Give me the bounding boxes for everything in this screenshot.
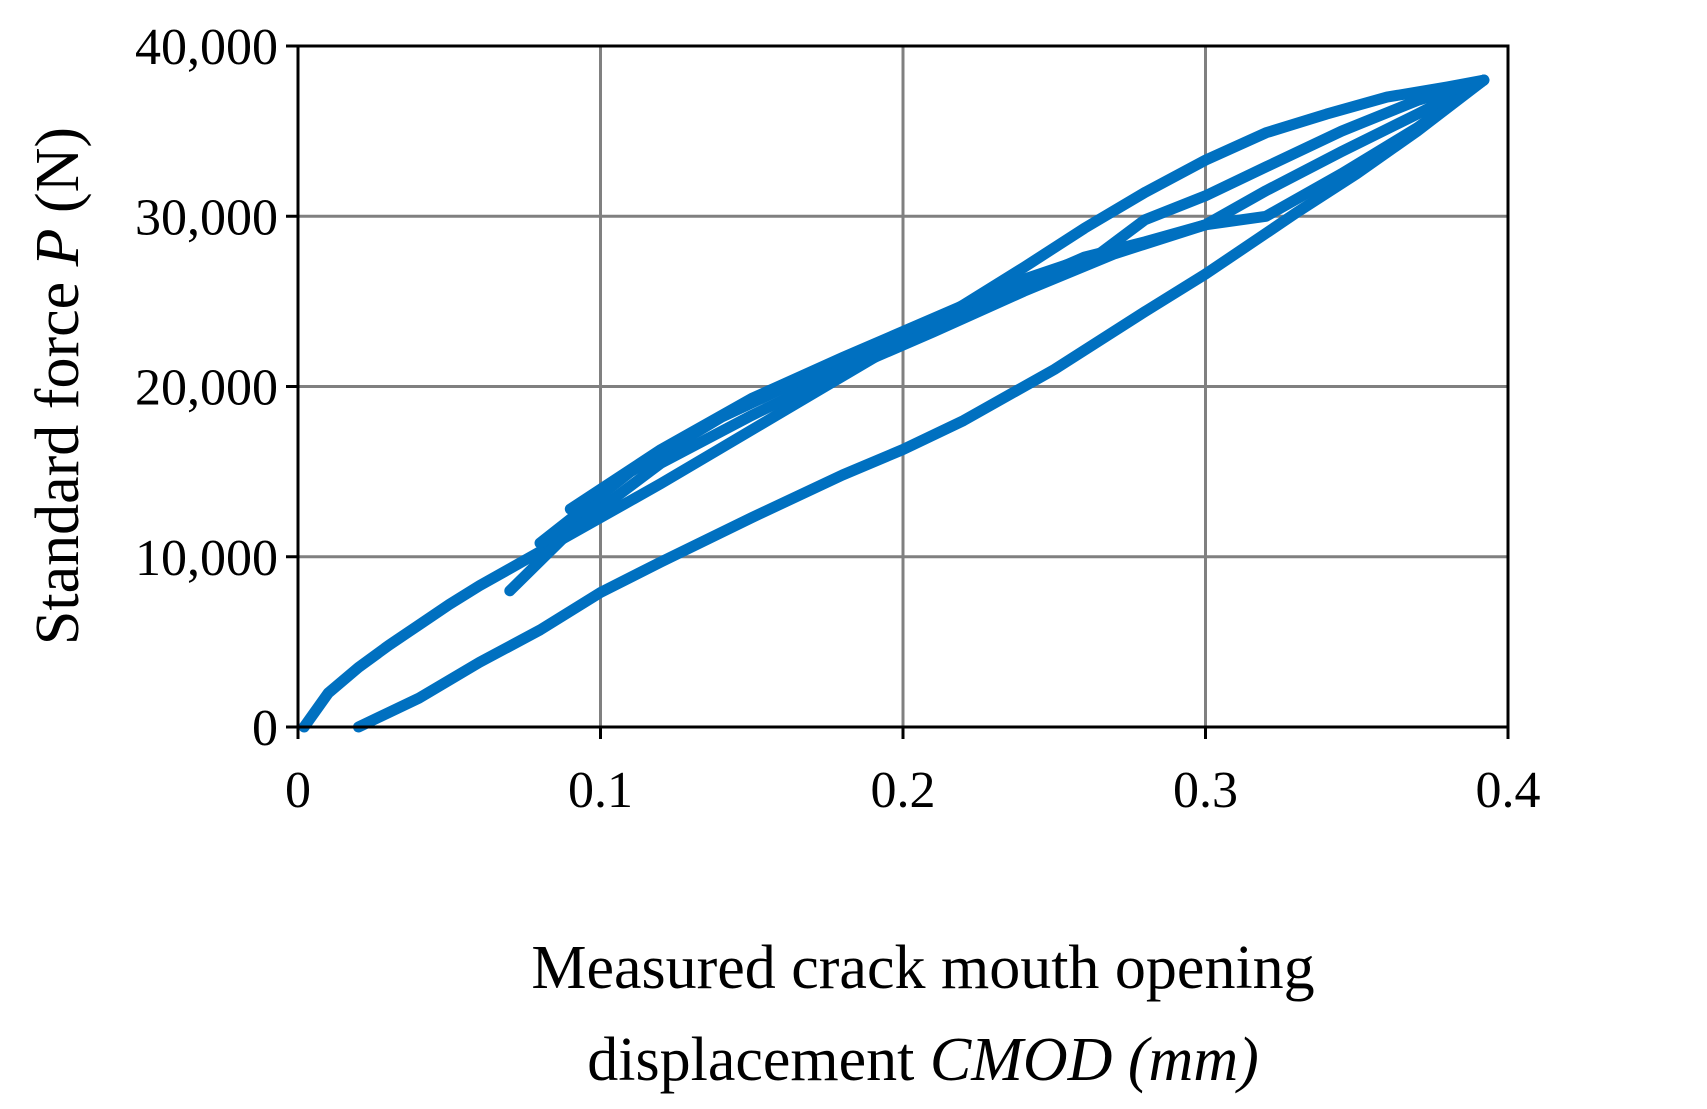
series-layer [298,74,1490,733]
y-axis-title-suffix: (N) [24,127,92,229]
x-tick-label: 0 [285,762,311,819]
tick-layer: 0 0.1 0.2 0.3 0.4 0 10,000 20,000 30,000 40,000 [135,19,1541,819]
x-tick-label: 0.1 [568,762,633,819]
x-axis-title-italic: CMOD (mm) [930,1026,1259,1094]
series-line-5 [353,74,1490,733]
x-tick-label: 0.2 [871,762,936,819]
x-tick-label: 0.4 [1476,762,1541,819]
y-tick-label: 10,000 [135,530,278,587]
y-tick-label: 0 [252,700,278,757]
y-axis-title-italic: P [24,228,92,267]
x-axis-title-prefix: displacement [587,1026,930,1094]
y-tick-label: 40,000 [135,19,278,76]
x-axis-title-line2: displacement CMOD (mm) [587,1026,1259,1094]
x-tick-label: 0.3 [1173,762,1238,819]
y-axis-title-prefix: Standard force [24,266,92,645]
x-axis-title-line1: Measured crack mouth opening [531,934,1314,1002]
y-tick-label: 20,000 [135,360,278,417]
series-line-1 [298,74,1490,733]
series-line-2 [504,74,1490,597]
series-line-4 [564,74,1490,515]
y-tick-label: 30,000 [135,189,278,246]
grid-layer [298,46,1508,727]
y-axis-title: Standard force P (N) [24,127,92,645]
